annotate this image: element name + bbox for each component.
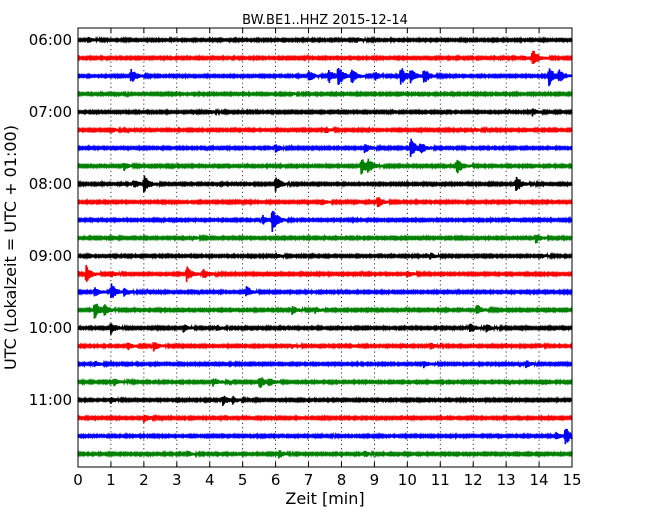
trace-1030: [77, 359, 573, 369]
x-tick-label: 6: [271, 471, 281, 489]
y-tick-label: 08:00: [29, 175, 72, 193]
y-tick-label: 07:00: [29, 103, 72, 121]
trace-0630: [77, 67, 573, 87]
trace-1130: [77, 428, 573, 445]
x-tick-label: 1: [106, 471, 116, 489]
trace-1015: [77, 341, 573, 352]
chart-title: BW.BE1..HHZ 2015-12-14: [242, 13, 408, 28]
trace-1115: [77, 413, 573, 423]
y-tick-label: 09:00: [29, 247, 72, 265]
grid-lines: [110, 28, 540, 467]
trace-group: [77, 35, 573, 459]
x-tick-label: 7: [304, 471, 314, 489]
trace-0715: [77, 125, 573, 135]
trace-1100: [77, 395, 573, 406]
x-tick-label: 13: [497, 471, 516, 489]
trace-0830: [77, 210, 573, 233]
x-tick-label: 5: [238, 471, 248, 489]
x-tick-label: 10: [398, 471, 417, 489]
trace-0645: [77, 89, 573, 99]
trace-1045: [77, 377, 573, 388]
trace-0930: [77, 283, 573, 299]
trace-0700: [77, 107, 573, 117]
x-tick-label: 12: [464, 471, 483, 489]
x-axis-label: Zeit [min]: [285, 489, 364, 508]
trace-0745: [77, 158, 573, 175]
trace-0730: [77, 138, 573, 157]
x-tick-label: 14: [530, 471, 549, 489]
y-axis-label: UTC (Lokalzeit = UTC + 01:00): [1, 125, 20, 370]
plot-frame: [77, 27, 573, 468]
x-tick-label: 0: [73, 471, 83, 489]
x-tick-label: 15: [562, 471, 581, 489]
x-tick-label: 11: [431, 471, 450, 489]
x-tick-label: 3: [172, 471, 182, 489]
trace-0800: [77, 175, 573, 193]
trace-0900: [77, 251, 573, 261]
y-tick-label: 11:00: [29, 391, 72, 409]
x-tick-label: 2: [139, 471, 149, 489]
trace-0945: [77, 303, 573, 319]
trace-1145: [77, 449, 573, 459]
trace-1000: [77, 323, 573, 335]
trace-0615: [77, 50, 573, 65]
trace-0915: [77, 264, 573, 283]
x-tick-label: 8: [337, 471, 347, 489]
x-tick-label: 4: [205, 471, 215, 489]
y-tick-label: 06:00: [29, 31, 72, 49]
x-tick-label: 9: [370, 471, 380, 489]
trace-0815: [77, 197, 573, 208]
trace-0600: [77, 35, 573, 45]
axis-ticks: 0 1 2 3 4 5 6 7 8 9 10 11 12 13 14 1506:0007:0008:0009:…: [29, 28, 582, 489]
y-tick-label: 10:00: [29, 319, 72, 337]
trace-0845: [77, 233, 573, 244]
